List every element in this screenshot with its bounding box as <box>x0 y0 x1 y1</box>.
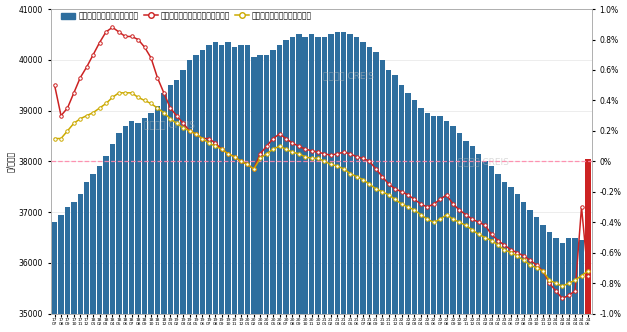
Bar <box>206 44 211 332</box>
Bar <box>84 182 90 332</box>
Bar <box>181 70 186 332</box>
Bar <box>438 116 443 332</box>
Bar <box>142 118 147 332</box>
Bar <box>373 52 379 332</box>
Bar <box>540 225 545 332</box>
Bar <box>78 194 83 332</box>
Bar <box>90 174 96 332</box>
Bar <box>386 70 391 332</box>
Bar <box>219 44 224 332</box>
Bar <box>495 174 501 332</box>
Bar <box>489 166 494 332</box>
Bar <box>167 85 173 332</box>
Bar <box>213 42 218 332</box>
Bar <box>482 161 488 332</box>
Bar <box>572 237 578 332</box>
Bar <box>245 44 250 332</box>
Bar <box>264 55 270 332</box>
Bar <box>315 37 321 332</box>
Bar <box>225 42 231 332</box>
Bar <box>258 55 263 332</box>
Bar <box>521 202 527 332</box>
Bar <box>393 75 398 332</box>
Bar <box>566 237 571 332</box>
Bar <box>129 121 134 332</box>
Bar <box>283 40 288 332</box>
Bar <box>116 133 122 332</box>
Bar <box>270 50 276 332</box>
Bar <box>534 217 539 332</box>
Bar <box>97 166 102 332</box>
Bar <box>508 187 514 332</box>
Bar <box>456 133 462 332</box>
Y-axis label: 元/平方米: 元/平方米 <box>6 151 14 172</box>
Bar <box>553 237 559 332</box>
Bar <box>424 113 430 332</box>
Bar <box>515 194 520 332</box>
Bar <box>335 32 340 332</box>
Bar <box>450 126 456 332</box>
Bar <box>444 121 450 332</box>
Bar <box>405 93 411 332</box>
Bar <box>399 85 404 332</box>
Bar <box>238 44 244 332</box>
Bar <box>148 113 154 332</box>
Bar <box>174 80 179 332</box>
Bar <box>290 37 295 332</box>
Text: 中指数据 CREIS: 中指数据 CREIS <box>458 157 509 166</box>
Bar <box>193 55 199 332</box>
Bar <box>361 42 366 332</box>
Bar <box>187 60 192 332</box>
Bar <box>103 156 108 332</box>
Bar <box>585 159 591 332</box>
Bar <box>122 126 128 332</box>
Bar <box>251 57 256 332</box>
Bar <box>476 154 482 332</box>
Bar <box>412 101 417 332</box>
Bar <box>502 182 507 332</box>
Bar <box>367 47 372 332</box>
Bar <box>58 215 64 332</box>
Bar <box>463 141 468 332</box>
Bar <box>161 93 167 332</box>
Bar <box>470 146 475 332</box>
Bar <box>65 207 70 332</box>
Bar <box>135 123 141 332</box>
Bar <box>155 106 160 332</box>
Bar <box>110 144 115 332</box>
Bar <box>379 60 385 332</box>
Bar <box>302 37 308 332</box>
Bar <box>277 44 282 332</box>
Bar <box>232 47 237 332</box>
Bar <box>527 209 533 332</box>
Bar <box>341 32 347 332</box>
Bar <box>559 243 565 332</box>
Bar <box>418 108 424 332</box>
Text: 中指数据 CREIS: 中指数据 CREIS <box>144 120 195 129</box>
Bar <box>71 202 76 332</box>
Bar <box>199 50 205 332</box>
Bar <box>354 37 359 332</box>
Bar <box>296 35 302 332</box>
Bar <box>52 222 57 332</box>
Bar <box>328 35 334 332</box>
Text: 中指数据 CREIS: 中指数据 CREIS <box>323 72 374 81</box>
Bar <box>322 37 327 332</box>
Bar <box>579 240 584 332</box>
Bar <box>347 35 353 332</box>
Bar <box>547 232 552 332</box>
Bar <box>431 116 436 332</box>
Bar <box>309 35 314 332</box>
Legend: 十大城市二手住宅均价（左）, 十大城市二手住宅价格环比（右）, 百城二手住宅价格环比（右）: 十大城市二手住宅均价（左）, 十大城市二手住宅价格环比（右）, 百城二手住宅价格… <box>60 10 314 22</box>
